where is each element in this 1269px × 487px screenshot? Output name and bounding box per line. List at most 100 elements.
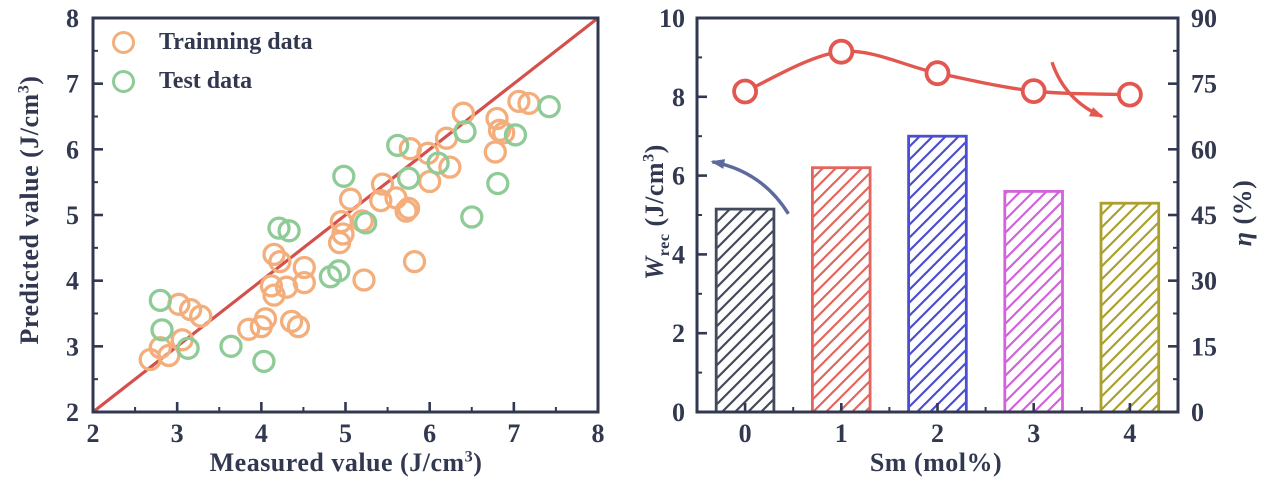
x-tick-label: 7 bbox=[507, 419, 520, 448]
scatter-point-training bbox=[369, 188, 393, 213]
scatter-point-training bbox=[279, 309, 304, 334]
right-y-tick-label: 45 bbox=[1191, 201, 1217, 230]
left-axis-arrow bbox=[710, 159, 790, 215]
left-y-tick-label: 2 bbox=[672, 319, 685, 348]
left-y-tick-label: 10 bbox=[659, 4, 685, 33]
scatter-point-test bbox=[267, 216, 291, 240]
y-tick-label: 5 bbox=[66, 201, 79, 230]
scatter-point-training bbox=[331, 222, 355, 246]
combo-x-axis-label: Sm (mol%) bbox=[870, 448, 1002, 478]
scatter-point-test bbox=[396, 166, 421, 190]
test-marker-icon bbox=[112, 69, 135, 93]
x-tick-label: 5 bbox=[339, 419, 352, 448]
eta-symbol: η bbox=[1228, 231, 1257, 247]
scatter-x-axis-label: Measured value (J/cm3) bbox=[210, 448, 483, 478]
x-tick-label: 3 bbox=[171, 419, 184, 448]
scatter-point-training bbox=[370, 172, 395, 196]
scatter-point-test bbox=[386, 133, 410, 158]
x-label-text: Measured value (J/cm bbox=[209, 448, 465, 477]
scatter-point-test bbox=[453, 119, 477, 144]
scatter-point-training bbox=[292, 270, 316, 295]
legend-item-training: Trainning data bbox=[112, 27, 313, 57]
scatter-point-test bbox=[148, 288, 172, 313]
scatter-point-test bbox=[327, 259, 351, 283]
x-tick-label: 2 bbox=[87, 419, 100, 448]
wrec-units: (J/cm bbox=[640, 161, 669, 234]
training-marker-icon bbox=[112, 30, 135, 54]
test-points bbox=[148, 94, 561, 374]
scatter-point-training bbox=[352, 268, 376, 292]
right-axis-arrow bbox=[1050, 61, 1104, 119]
x-tick-label: 4 bbox=[1123, 419, 1136, 448]
y-label-close: ) bbox=[15, 75, 44, 85]
scatter-chart: 2 3 4 5 6 7 8 2 3 4 5 6 7 8 bbox=[66, 4, 605, 448]
scatter-point-training bbox=[259, 274, 284, 298]
wrec-close: ) bbox=[640, 144, 669, 154]
scatter-point-training bbox=[292, 255, 316, 280]
legend-item-test: Test data bbox=[112, 66, 313, 96]
x-tick-label: 3 bbox=[1027, 419, 1040, 448]
combo-right-y-axis-label: η (%) bbox=[1228, 180, 1258, 247]
scatter-point-training bbox=[394, 199, 418, 223]
scatter-point-test bbox=[486, 171, 510, 196]
right-y-tick-label: 30 bbox=[1191, 267, 1217, 296]
scatter-point-training bbox=[237, 317, 261, 341]
x-tick-label: 6 bbox=[423, 419, 436, 448]
x-tick-label: 8 bbox=[592, 419, 605, 448]
y-label-text: Predicted value (J/cm bbox=[15, 93, 44, 345]
bar-line-chart: 0 1 2 3 4 0 2 4 6 8 10 0 15 30 45 60 75 90 bbox=[659, 4, 1217, 448]
y-tick-label: 4 bbox=[66, 267, 79, 296]
legend-label-test: Test data bbox=[159, 67, 253, 94]
x-tick-label: 4 bbox=[255, 419, 268, 448]
scatter-point-test bbox=[426, 151, 450, 175]
y-tick-label: 7 bbox=[66, 70, 79, 99]
eta-units: (%) bbox=[1228, 179, 1257, 232]
left-y-tick-label: 0 bbox=[672, 398, 685, 427]
scatter-point-test bbox=[219, 334, 243, 358]
scatter-point-test bbox=[150, 318, 174, 342]
scatter-point-training bbox=[438, 155, 462, 179]
bar bbox=[1099, 201, 1161, 414]
y-tick-label: 2 bbox=[66, 398, 79, 427]
eta-marker bbox=[924, 60, 951, 87]
left-y-tick-label: 4 bbox=[672, 240, 685, 269]
right-y-tick-label: 75 bbox=[1191, 70, 1217, 99]
bar bbox=[1003, 189, 1064, 414]
scatter-point-test bbox=[277, 219, 301, 243]
left-y-tick-label: 8 bbox=[672, 83, 685, 112]
y-tick-label: 8 bbox=[66, 4, 79, 33]
eta-marker bbox=[1020, 78, 1047, 104]
scatter-point-training bbox=[148, 335, 172, 360]
right-y-tick-label: 15 bbox=[1191, 332, 1217, 361]
scatter-point-training bbox=[167, 292, 191, 316]
right-y-tick-label: 60 bbox=[1191, 135, 1217, 164]
scatter-point-test bbox=[252, 349, 276, 374]
scatter-point-training bbox=[286, 314, 311, 339]
x-tick-label: 2 bbox=[931, 419, 944, 448]
scatter-point-training bbox=[262, 242, 286, 267]
y-tick-label: 6 bbox=[66, 135, 79, 164]
scatter-point-training bbox=[396, 196, 421, 221]
x-label-close: ) bbox=[473, 448, 483, 477]
scatter-point-test bbox=[537, 94, 561, 119]
sm-label-text: Sm (mol%) bbox=[869, 448, 1003, 477]
x-tick-label: 0 bbox=[739, 419, 752, 448]
eta-marker bbox=[732, 78, 758, 105]
bar bbox=[810, 166, 872, 414]
scatter-point-training bbox=[483, 140, 507, 164]
ticks bbox=[91, 16, 600, 414]
scatter-point-training bbox=[485, 106, 509, 131]
scatter-y-axis-label: Predicted value (J/cm3) bbox=[15, 76, 45, 345]
eta-marker bbox=[828, 38, 855, 65]
right-y-tick-label: 90 bbox=[1191, 4, 1217, 33]
scatter-point-training bbox=[507, 89, 531, 114]
scatter-point-training bbox=[487, 118, 512, 142]
eta-marker bbox=[1116, 81, 1143, 108]
scatter-point-training bbox=[338, 187, 363, 211]
scatter-point-training bbox=[262, 283, 286, 307]
bar bbox=[714, 207, 776, 414]
scatter-point-test bbox=[354, 211, 378, 235]
x-tick-label: 1 bbox=[835, 419, 848, 448]
legend: Trainning data Test data bbox=[112, 27, 313, 105]
